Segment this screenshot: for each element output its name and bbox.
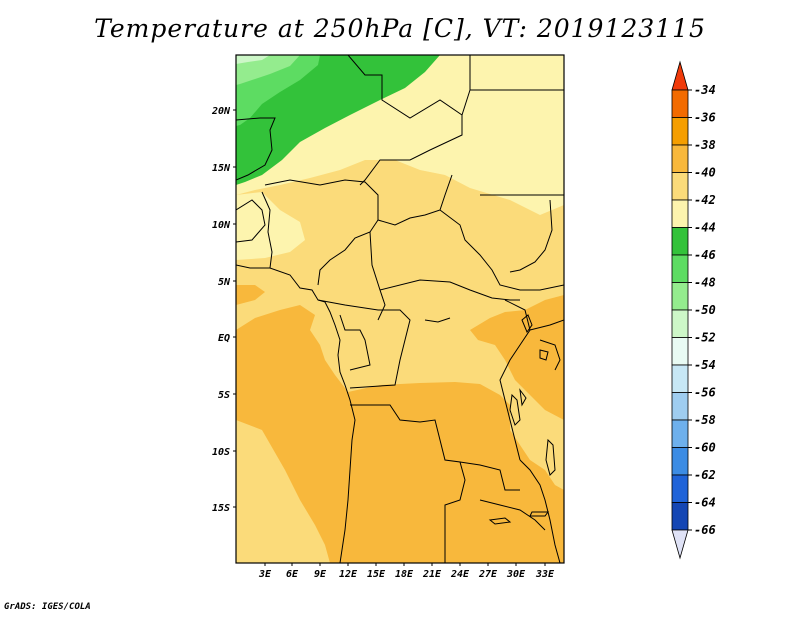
colorbar-swatch — [671, 89, 689, 118]
lat-label-15s: 15S — [212, 503, 230, 514]
colorbar-label: -44 — [694, 221, 716, 235]
latitude-axis: 20N 15N 10N 5N EQ 5S 10S 15S — [211, 106, 231, 514]
colorbar-label: -52 — [694, 331, 716, 345]
lon-label-9e: 9E — [314, 569, 327, 580]
colorbar-label: -48 — [694, 276, 716, 290]
lat-label-5s: 5S — [218, 390, 230, 401]
colorbar-label: -64 — [694, 496, 716, 510]
colorbar-swatch — [671, 447, 689, 476]
map-title: Temperature at 250hPa [C], VT: 201912311… — [94, 14, 706, 43]
colorbar-swatch — [671, 337, 689, 366]
lon-label-3e: 3E — [258, 569, 272, 580]
colorbar-swatch — [671, 227, 689, 256]
field-minus38-south — [236, 305, 564, 563]
field-minus40-southwest — [236, 420, 330, 563]
colorbar-swatch — [671, 172, 689, 201]
lon-label-27e: 27E — [478, 569, 498, 580]
colorbar-swatch — [671, 199, 689, 228]
lat-label-eq: EQ — [218, 333, 230, 344]
colorbar-label: -40 — [694, 166, 716, 180]
colorbar-swatch — [671, 419, 689, 448]
colorbar-label: -50 — [694, 303, 716, 317]
colorbar-swatch — [671, 254, 689, 283]
field-minus48 — [236, 55, 300, 85]
lon-label-24e: 24E — [450, 569, 470, 580]
grads-credit: GrADS: IGES/COLA — [4, 602, 91, 612]
colorbar-swatch — [671, 309, 689, 338]
field-minus50 — [236, 55, 270, 64]
colorbar-label: -56 — [694, 386, 716, 400]
field-minus42-west — [236, 192, 305, 260]
colorbar-arrow-top — [671, 60, 689, 91]
colorbar: -34 -36 -38 -40 -42 -44 -46 -48 -50 -52 -54 -56 -58 -… — [671, 60, 716, 560]
colorbar-label: -38 — [694, 138, 716, 152]
colorbar-swatch — [671, 474, 689, 503]
colorbar-swatch — [671, 144, 689, 173]
lon-label-33e: 33E — [535, 569, 555, 580]
lat-label-15n: 15N — [212, 163, 231, 174]
colorbar-label: -34 — [694, 83, 716, 97]
colorbar-swatch — [671, 502, 689, 531]
lon-label-6e: 6E — [286, 569, 299, 580]
colorbar-label: -58 — [694, 413, 716, 427]
colorbar-label: -36 — [694, 111, 716, 125]
lon-label-30e: 30E — [506, 569, 526, 580]
field-minus38-west — [236, 285, 265, 305]
colorbar-arrow-bottom — [671, 529, 689, 560]
colorbar-swatch — [671, 117, 689, 146]
map-frame — [235, 54, 565, 564]
colorbar-swatch — [671, 392, 689, 421]
colorbar-label: -42 — [694, 193, 716, 207]
lat-label-5n: 5N — [218, 277, 231, 288]
colorbar-label: -62 — [694, 468, 716, 482]
lon-label-18e: 18E — [395, 569, 414, 580]
longitude-axis: 3E 6E 9E 12E 15E 18E 21E 24E 27E 30E 33E — [258, 569, 555, 580]
field-minus38-east — [470, 295, 564, 420]
colorbar-label: -60 — [694, 441, 716, 455]
lat-label-10s: 10S — [212, 447, 230, 458]
lon-label-21e: 21E — [422, 569, 442, 580]
lon-label-12e: 12E — [339, 569, 358, 580]
lat-label-10n: 10N — [212, 220, 231, 231]
colorbar-label: -54 — [694, 358, 716, 372]
latitude-ticks — [233, 109, 236, 508]
lon-label-15e: 15E — [367, 569, 386, 580]
longitude-ticks — [264, 563, 546, 566]
temperature-field — [236, 55, 564, 563]
colorbar-label: -66 — [694, 523, 716, 537]
colorbar-label: -46 — [694, 248, 716, 262]
colorbar-swatch — [671, 364, 689, 393]
colorbar-swatch — [671, 282, 689, 311]
country-boundaries — [236, 55, 564, 563]
lat-label-20n: 20N — [211, 106, 231, 117]
